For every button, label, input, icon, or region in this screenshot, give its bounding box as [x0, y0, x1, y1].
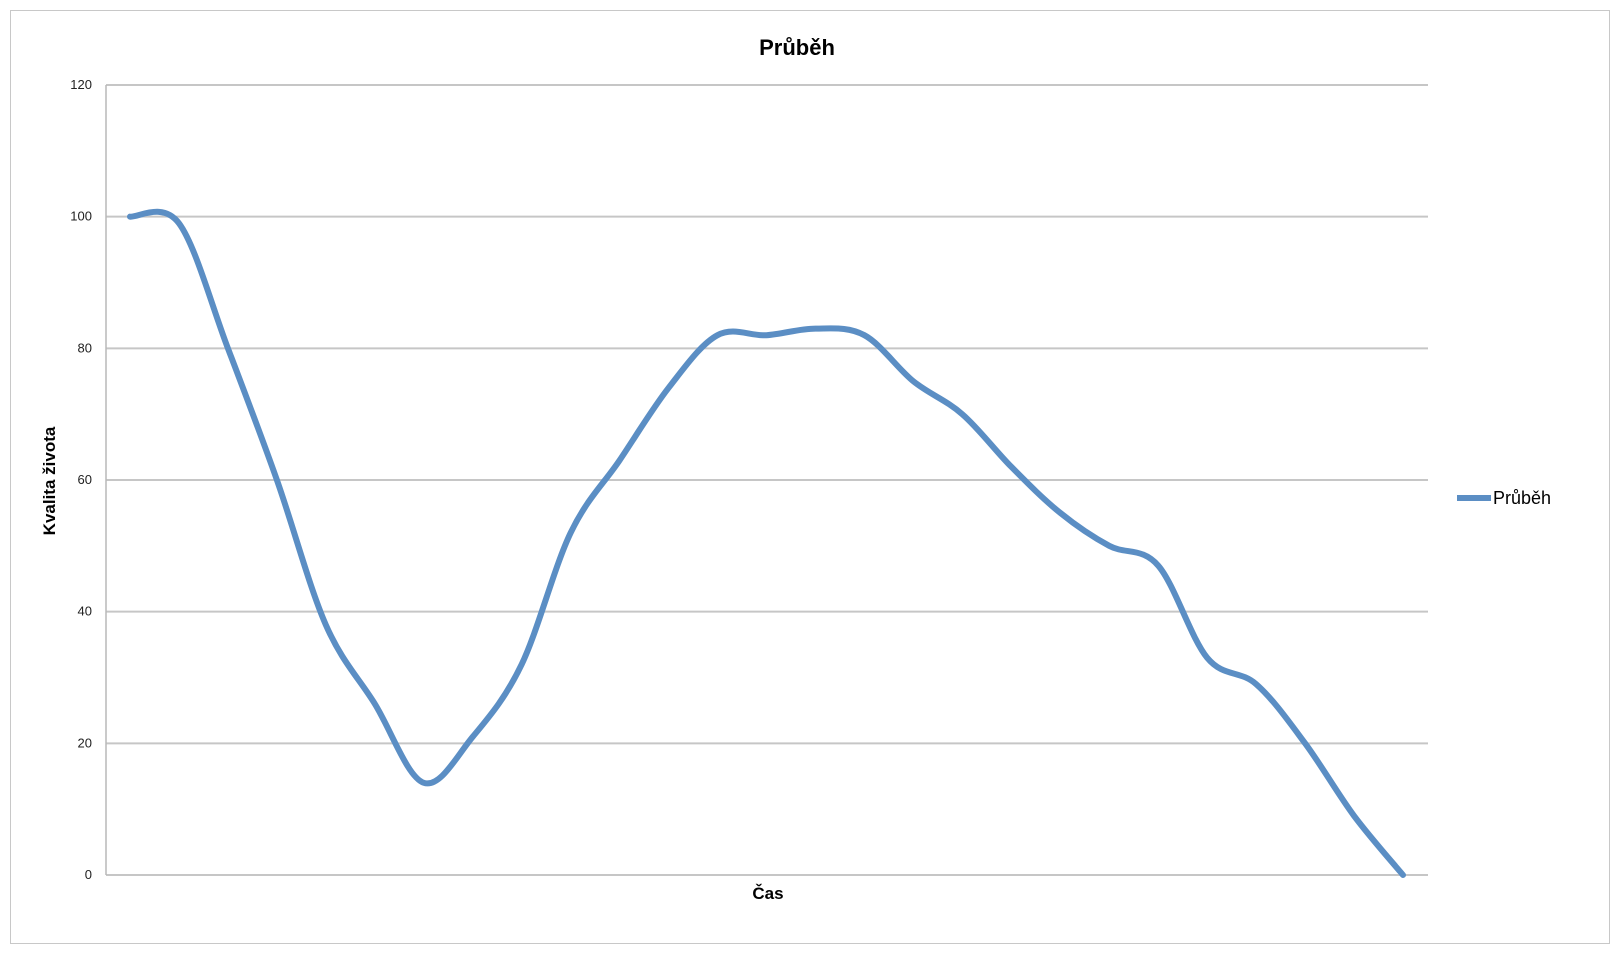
- x-axis-label: Čas: [752, 884, 783, 903]
- y-tick-label: 100: [70, 209, 92, 224]
- chart-title: Průběh: [759, 35, 835, 60]
- y-tick-label: 120: [70, 77, 92, 92]
- chart-frame: Průběh 0 20 40 60 80 100 120 Čas Kvalita život…: [10, 10, 1610, 944]
- gridlines: [106, 84, 1428, 876]
- series-line: [127, 208, 1406, 878]
- legend: Průběh: [1457, 488, 1551, 508]
- line-chart: Průběh 0 20 40 60 80 100 120 Čas Kvalita život…: [40, 35, 1551, 903]
- legend-label: Průběh: [1493, 488, 1551, 508]
- y-tick-label: 20: [78, 735, 92, 750]
- y-tick-label: 60: [78, 472, 92, 487]
- series-lines: [127, 208, 1406, 878]
- y-tick-label: 40: [78, 604, 92, 619]
- y-tick-label: 0: [85, 867, 92, 882]
- y-tick-label: 80: [78, 340, 92, 355]
- y-axis-label: Kvalita života: [40, 426, 59, 535]
- y-tick-labels: 0 20 40 60 80 100 120: [70, 77, 92, 882]
